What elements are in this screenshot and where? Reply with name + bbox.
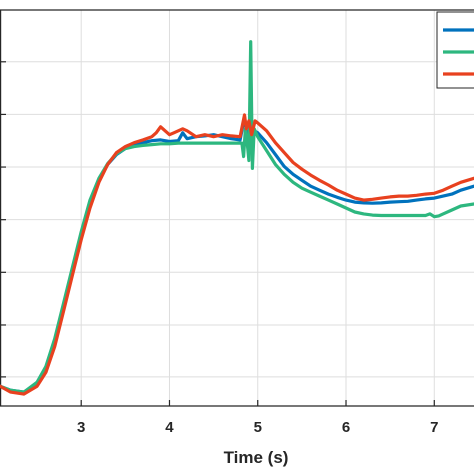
x-tick-label: 3 <box>77 419 85 436</box>
series-layer <box>0 40 474 396</box>
legend <box>436 11 474 89</box>
series-line-2 <box>0 40 474 394</box>
x-tick-label: 6 <box>342 419 350 436</box>
series-line-1 <box>0 115 474 394</box>
axes <box>0 9 474 407</box>
x-tick-label: 5 <box>254 419 262 436</box>
series-line-3 <box>0 113 474 396</box>
grid <box>0 10 474 406</box>
x-axis-label: Time (s) <box>224 448 289 467</box>
x-tick-label: 7 <box>430 419 438 436</box>
x-tick-labels: 3 4 5 6 7 <box>77 419 438 436</box>
x-tick-label: 4 <box>165 419 174 436</box>
legend-box <box>436 11 474 89</box>
